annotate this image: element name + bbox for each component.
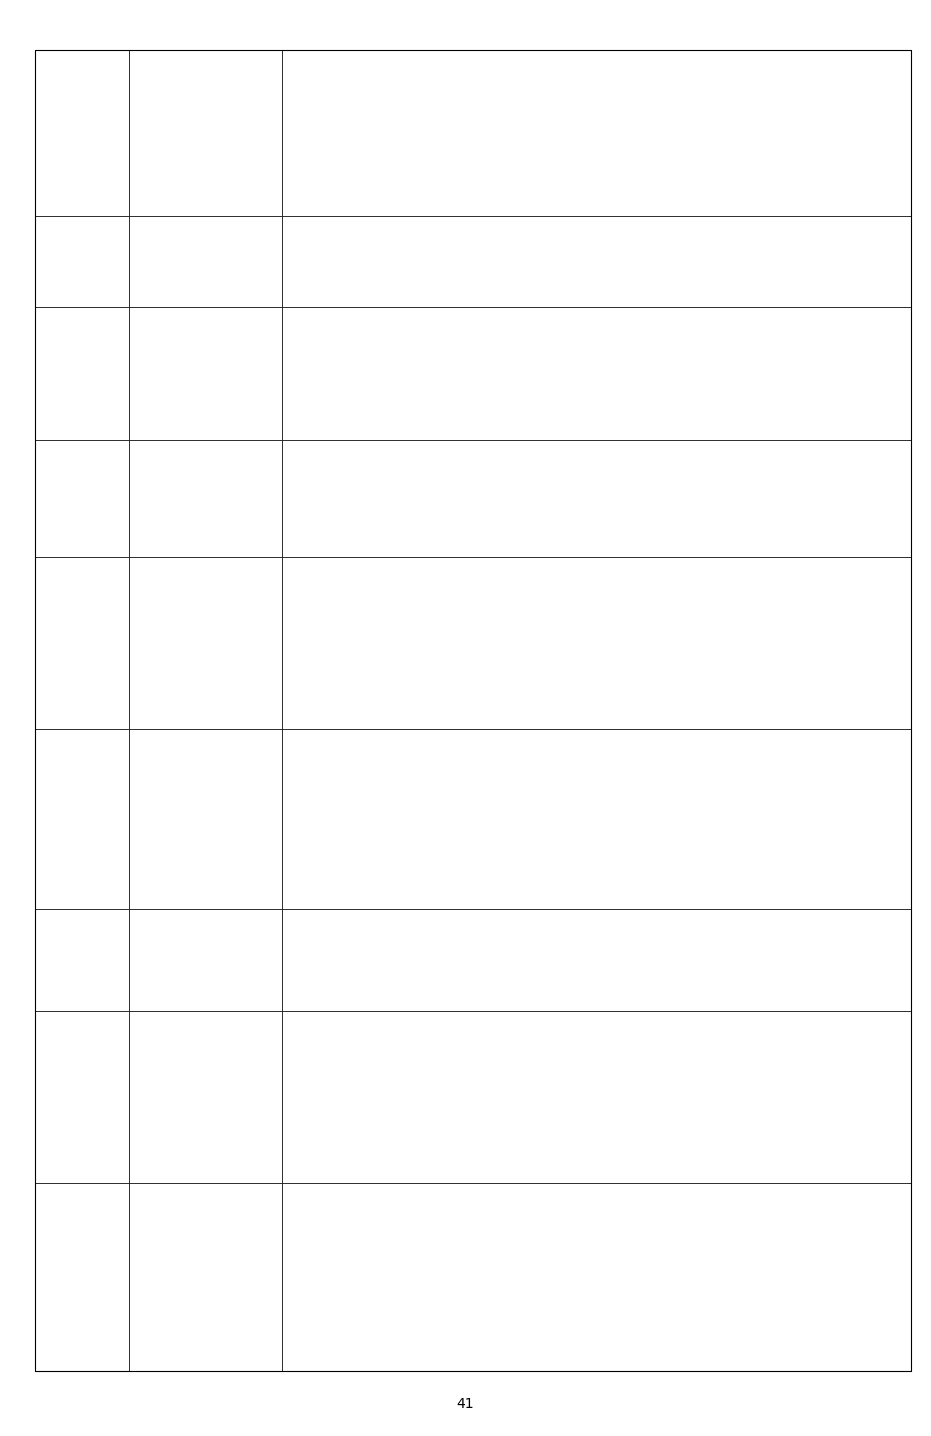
Text: FTP server or an ISP.: FTP server or an ISP. [286, 655, 399, 665]
Text: been correctly: been correctly [133, 933, 213, 943]
Text: 2. If the cabling is okay and your network is reachable, you: 2. If the cabling is okay and your netwo… [286, 346, 616, 356]
Text: The: The [39, 449, 60, 460]
Text: Noisy: Noisy [39, 1021, 70, 1031]
Text: your display to show at least 65,000 colors; i.e., at least: your display to show at least 65,000 col… [286, 1208, 598, 1218]
Text: your camera into a more shaded location immediately.: your camera into a more shaded location … [286, 768, 592, 778]
Text: The Power: The Power [39, 225, 97, 236]
Text: low light: low light [133, 1080, 180, 1090]
Text: image: image [39, 827, 74, 837]
Text: through over-exposure to direct sunlight or halogen light is: through over-exposure to direct sunlight… [286, 797, 615, 807]
Text: . . . bytes = 32 time = 2 ms,: . . . bytes = 32 time = 2 ms, [286, 376, 444, 386]
Text: Bad focus: Bad focus [39, 919, 94, 929]
Text: connecting the camera to the serial port of a local computer,: connecting the camera to the serial port… [286, 119, 627, 129]
Text: : Using only 16 or 256 colors on your computer will: : Using only 16 or 256 colors on your co… [320, 1236, 604, 1246]
Text: you are using the: you are using the [133, 1051, 231, 1061]
Text: becomes: becomes [133, 754, 183, 764]
Text: lit: lit [39, 270, 49, 280]
Text: produce dithering artifacts in the image.: produce dithering artifacts in the image… [286, 1252, 513, 1262]
Text: supply: supply [133, 240, 169, 250]
Text: Open the display properties on your desktop and configure: Open the display properties on your desk… [286, 1193, 615, 1203]
Text: Improve the lighting conditions. If this doesn’t help and the: Improve the lighting conditions. If this… [286, 1021, 617, 1031]
Text: the bit rate/quality: the bit rate/quality [133, 1109, 237, 1119]
Text: video: video [39, 1208, 70, 1218]
Text: not covered under the product warranty.: not covered under the product warranty. [286, 811, 513, 821]
Text: 1.To verify that the cables are functional, PING the address: 1.To verify that the cables are function… [286, 317, 614, 327]
Text: 41: 41 [457, 1397, 474, 1412]
Text: Status LED: Status LED [39, 480, 100, 490]
Text: cause serious damage to the CCD sensor. Re-position: cause serious damage to the CCD sensor. … [286, 754, 584, 764]
Text: Default routers: Default routers [133, 596, 217, 606]
Text: values.: values. [133, 1139, 173, 1149]
Text: across the: across the [39, 811, 97, 821]
Text: A series of: A series of [39, 738, 98, 748]
Text: Direct exposure to extreme sunlight or halogen light may: Direct exposure to extreme sunlight or h… [286, 738, 607, 748]
Text: configured for: configured for [133, 1236, 211, 1246]
Text: Check if you need to configure the default router settings.: Check if you need to configure the defau… [286, 596, 612, 606]
Text: Video images: Video images [133, 1021, 209, 1031]
Text: of a known existing unit on your network.: of a known existing unit on your network… [286, 332, 519, 342]
Text: not: not [39, 610, 58, 620]
Text: Verify that you are using the provided power supply.: Verify that you are using the provided p… [286, 225, 577, 236]
Text: 16-bit.: 16-bit. [286, 1222, 322, 1232]
Text: the light is too: the light is too [133, 783, 213, 793]
Text: locally, but: locally, but [39, 596, 101, 606]
Text: adjusted: adjusted [133, 949, 182, 959]
Text: externally: externally [39, 626, 95, 636]
Text: reflected sunlight: reflected sunlight [133, 811, 231, 821]
Text: works: works [39, 582, 72, 592]
Text: broad,: broad, [39, 754, 74, 764]
Text: Adjust the camera lens manually.: Adjust the camera lens manually. [286, 1281, 472, 1291]
Text: (hub-to-hub) cable.: (hub-to-hub) cable. [286, 60, 394, 70]
Text: constantly: constantly [39, 256, 98, 266]
Text: camera in a very: camera in a very [133, 1066, 227, 1076]
Text: LED is off: LED is off [39, 346, 91, 356]
Text: Focus has not: Focus has not [133, 919, 209, 929]
Text: Faulty power: Faulty power [133, 225, 204, 236]
Text: overloaded when: overloaded when [133, 768, 229, 778]
Text: should receive a reply similar to this:: should receive a reply similar to this: [286, 362, 492, 372]
Text: The camera: The camera [39, 567, 105, 577]
Text: LED is not: LED is not [39, 240, 95, 250]
Text: Faulty connecting: Faulty connecting [133, 449, 232, 460]
Text: properties are: properties are [133, 1208, 211, 1218]
Text: vertical: vertical [39, 768, 81, 778]
Text: NOTE: NOTE [286, 783, 320, 793]
Text: The camera is not: The camera is not [133, 1281, 234, 1291]
Text: is off: is off [39, 494, 66, 504]
Text: is set to very low: is set to very low [133, 1124, 227, 1134]
Text: Firewall protection: Firewall protection [133, 567, 236, 577]
Text: appears: appears [39, 797, 84, 807]
Text: Check the Internet firewall with your system manager.: Check the Internet firewall with your sy… [286, 567, 590, 577]
Text: The display: The display [133, 1193, 196, 1203]
Text: Network: Network [39, 332, 86, 342]
Text: bright, as with: bright, as with [133, 797, 213, 807]
Text: : Damage caused to a Pro Series Network Camera: : Damage caused to a Pro Series Network … [320, 783, 599, 793]
Text: environment or: environment or [133, 1094, 219, 1104]
Text: required: required [133, 610, 180, 620]
Text: may be noisy if: may be noisy if [133, 1035, 218, 1045]
Text: lighting conditions within the installation area can not be: lighting conditions within the installat… [286, 1035, 605, 1045]
Text: improved, consider replacing the basic lens with a more: improved, consider replacing the basic l… [286, 1051, 599, 1061]
Text: sensitive lens.: sensitive lens. [286, 1066, 366, 1076]
Text: Bad-quality: Bad-quality [39, 1193, 103, 1203]
Text: your desktop: your desktop [133, 1252, 206, 1262]
Text: using the RS-232 cable.: using the RS-232 cable. [286, 134, 419, 144]
Text: Verify that the power source is properly connected.: Verify that the power source is properly… [286, 449, 572, 460]
Text: Faulty cabling: Faulty cabling [133, 317, 210, 327]
Text: too heavily loaded: too heavily loaded [133, 655, 236, 665]
Text: Adjust the camera manually until the image appears clear.: Adjust the camera manually until the ima… [286, 919, 614, 929]
Text: Configure the camera to upload your video images to an: Configure the camera to upload your vide… [286, 640, 602, 651]
Text: The CCD sensor: The CCD sensor [133, 738, 222, 748]
Text: images: images [39, 1035, 80, 1045]
Text: NOTE: NOTE [286, 1236, 320, 1246]
Text: incorrectly: incorrectly [133, 1222, 192, 1232]
Text: focused correctly: focused correctly [133, 1295, 229, 1305]
Text: The: The [39, 317, 60, 327]
Text: maybe faulty. In this case, try to localize the problem by: maybe faulty. In this case, try to local… [286, 105, 600, 115]
Text: The Internet site’s: The Internet site’s [133, 640, 235, 651]
Text: Set the quality/bit rate to higher value.: Set the quality/bit rate to higher value… [286, 1094, 505, 1104]
Text: Operating: Operating [39, 464, 95, 474]
Text: If the above actions don’t resolve the problem, the camera: If the above actions don’t resolve the p… [286, 89, 615, 99]
Text: white lines: white lines [39, 783, 100, 793]
